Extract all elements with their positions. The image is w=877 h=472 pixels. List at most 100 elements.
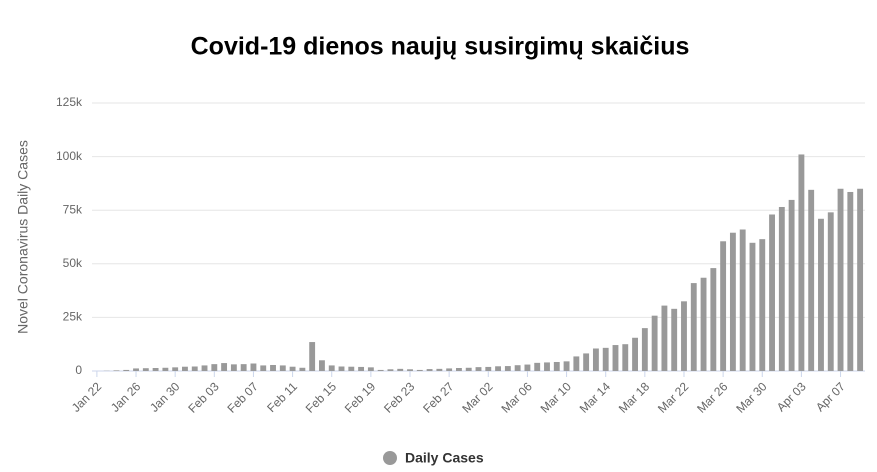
bar [593, 348, 599, 371]
bar [348, 367, 354, 371]
bar [114, 370, 120, 371]
bar [231, 364, 237, 371]
bar [485, 367, 491, 371]
bar [632, 338, 638, 371]
bar [153, 368, 159, 371]
bar [661, 306, 667, 371]
x-tick-label: Mar 14 [577, 379, 614, 416]
x-tick-label: Jan 22 [69, 379, 105, 415]
y-axis-label: Novel Coronavirus Daily Cases [15, 140, 31, 334]
bar [143, 368, 149, 371]
x-tick-label: Jan 30 [147, 379, 183, 415]
bar [642, 328, 648, 371]
x-tick-label: Mar 26 [694, 379, 731, 416]
bar [339, 366, 345, 371]
x-tick-label: Mar 10 [538, 379, 575, 416]
x-tick-label: Feb 03 [185, 379, 222, 416]
bar [789, 200, 795, 371]
bar [798, 154, 804, 371]
bar [691, 283, 697, 371]
bar [573, 356, 579, 371]
bar [524, 365, 530, 371]
bar [221, 363, 227, 371]
y-tick-label: 75k [63, 202, 83, 216]
bar [838, 189, 844, 371]
bar [211, 364, 217, 371]
bar [779, 207, 785, 371]
x-tick-label: Feb 27 [420, 379, 457, 416]
bar [710, 268, 716, 371]
bar [358, 367, 364, 371]
bar [466, 368, 472, 371]
bar [515, 365, 521, 371]
x-tick-label: Feb 15 [303, 379, 340, 416]
x-tick-label: Mar 02 [459, 379, 496, 416]
bar [329, 365, 335, 371]
bar [182, 367, 188, 371]
x-tick-label: Feb 19 [342, 379, 379, 416]
bar [808, 190, 814, 371]
x-tick-label: Apr 03 [774, 379, 809, 414]
bar [847, 192, 853, 371]
bar [260, 365, 266, 371]
bar [407, 369, 413, 371]
bar [368, 367, 374, 371]
bar [456, 368, 462, 371]
x-tick-label: Mar 22 [655, 379, 692, 416]
bar [730, 233, 736, 371]
bar [828, 212, 834, 371]
bar [388, 369, 394, 371]
bar [397, 369, 403, 371]
x-tick-label: Mar 30 [733, 379, 770, 416]
bar [417, 370, 423, 371]
bar [505, 366, 511, 371]
bar [319, 360, 325, 371]
x-tick-label: Feb 23 [381, 379, 418, 416]
y-tick-label: 0 [75, 363, 82, 377]
x-tick-label: Mar 18 [616, 379, 653, 416]
bar [857, 189, 863, 371]
x-tick-label: Jan 26 [108, 379, 144, 415]
bar [476, 367, 482, 371]
bar [202, 365, 208, 371]
bar [681, 301, 687, 371]
bar [427, 369, 433, 371]
bar [133, 368, 139, 371]
legend-label: Daily Cases [405, 450, 484, 466]
bar [750, 243, 756, 371]
x-tick-label: Feb 11 [264, 379, 300, 415]
bar [554, 362, 560, 371]
bar [123, 370, 129, 371]
y-tick-label: 50k [63, 256, 83, 270]
x-tick-label: Feb 07 [224, 379, 261, 416]
bar [603, 348, 609, 371]
bar [613, 345, 619, 371]
bar [759, 239, 765, 371]
bar [299, 368, 305, 371]
bar [583, 353, 589, 371]
bar [652, 316, 658, 371]
bar [172, 367, 178, 371]
x-tick-label: Apr 07 [813, 379, 848, 414]
chart-title: Covid-19 dienos naujų susirgimų skaičius [191, 33, 690, 61]
bar [534, 363, 540, 371]
bar [622, 344, 628, 371]
bar [251, 363, 257, 371]
bar [162, 368, 168, 371]
bar [270, 365, 276, 371]
bar [290, 367, 296, 371]
bar [446, 368, 452, 371]
bar [564, 361, 570, 371]
bar [544, 362, 550, 371]
y-tick-label: 25k [63, 310, 83, 324]
x-tick-label: Mar 06 [498, 379, 535, 416]
y-tick-label: 125k [56, 95, 83, 109]
y-tick-label: 100k [56, 149, 83, 163]
bar [436, 369, 442, 371]
bar [495, 366, 501, 371]
bar [818, 219, 824, 371]
legend-marker [383, 451, 397, 465]
bar [280, 365, 286, 371]
bar [192, 366, 198, 371]
